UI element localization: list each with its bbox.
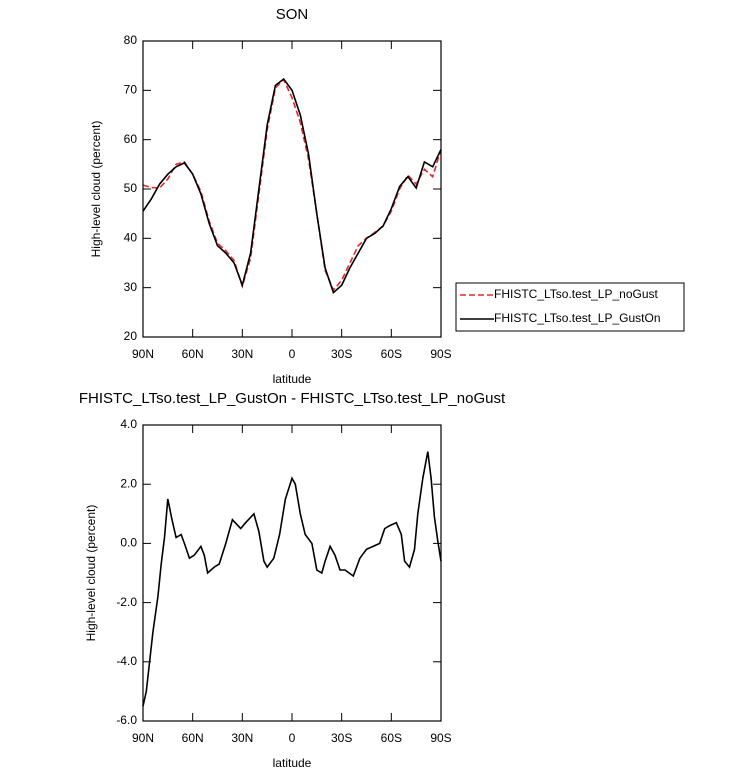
y-tick-label: 4.0 xyxy=(120,417,137,431)
data-line xyxy=(142,78,442,292)
x-tick-label: 60S xyxy=(381,731,402,745)
y-tick-label: 80 xyxy=(124,33,138,47)
plot-frame xyxy=(142,40,442,338)
y-tick-label: 20 xyxy=(124,329,138,343)
y-tick-label: 2.0 xyxy=(120,476,137,490)
y-tick-label: 70 xyxy=(124,83,138,97)
x-tick-label: 0 xyxy=(289,731,296,745)
y-tick-label: 30 xyxy=(124,280,138,294)
chart-title: FHISTC_LTso.test_LP_GustOn - FHISTC_LTso… xyxy=(79,390,506,407)
x-tick-label: 60S xyxy=(381,347,402,361)
x-tick-label: 30S xyxy=(331,731,352,745)
legend-box xyxy=(455,282,685,332)
x-tick-label: 30N xyxy=(231,731,253,745)
legend-label: FHISTC_LTso.test_LP_GustOn xyxy=(494,311,661,325)
x-tick-label: 60N xyxy=(182,347,204,361)
x-tick-label: 30N xyxy=(231,347,253,361)
plot-frame xyxy=(142,424,442,722)
x-tick-label: 90N xyxy=(132,731,154,745)
x-axis-label: latitude xyxy=(273,756,312,770)
x-tick-label: 90N xyxy=(132,347,154,361)
y-tick-label: 60 xyxy=(124,132,138,146)
legend-label: FHISTC_LTso.test_LP_noGust xyxy=(494,287,659,301)
x-axis-label: latitude xyxy=(273,372,312,386)
x-tick-label: 90S xyxy=(430,731,451,745)
y-tick-label: -4.0 xyxy=(116,654,137,668)
y-axis-label: High-level cloud (percent) xyxy=(84,505,98,642)
x-tick-label: 60N xyxy=(182,731,204,745)
data-line xyxy=(142,451,442,707)
x-tick-label: 90S xyxy=(430,347,451,361)
y-tick-label: -6.0 xyxy=(116,713,137,727)
y-tick-label: 0.0 xyxy=(120,536,137,550)
chart-title: SON xyxy=(276,6,309,23)
y-tick-label: 40 xyxy=(124,231,138,245)
y-tick-label: 50 xyxy=(124,181,138,195)
x-tick-label: 30S xyxy=(331,347,352,361)
y-axis-label: High-level cloud (percent) xyxy=(89,121,103,258)
y-tick-label: -2.0 xyxy=(116,595,137,609)
data-line xyxy=(142,77,442,295)
x-tick-label: 0 xyxy=(289,347,296,361)
